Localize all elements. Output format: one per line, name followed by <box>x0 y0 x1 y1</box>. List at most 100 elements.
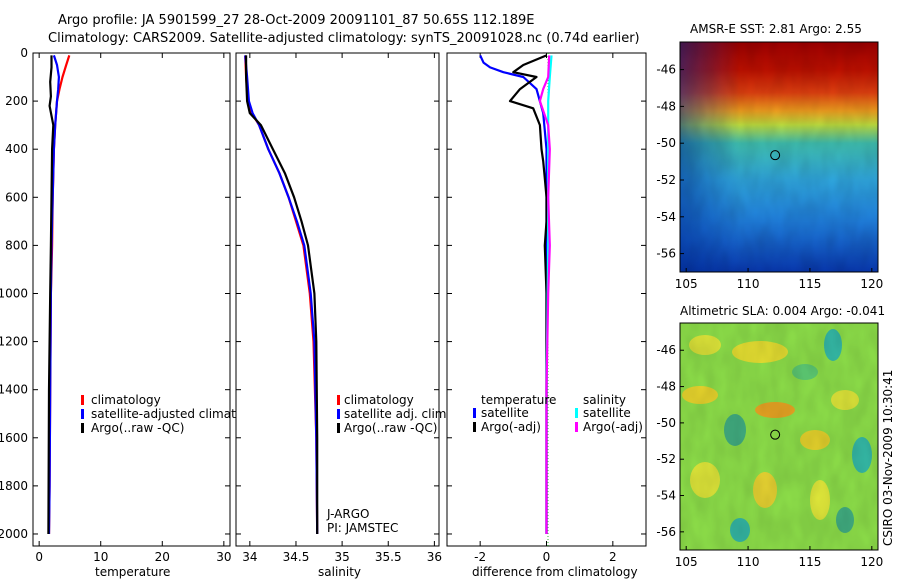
map-x-tick-label: 115 <box>798 277 821 291</box>
map-x-tick-label: 120 <box>860 555 883 569</box>
figure-title-line2: Climatology: CARS2009. Satellite-adjuste… <box>48 31 640 46</box>
difference-xlabel: difference from climatology <box>472 565 638 579</box>
map-y-tick-label: -46 <box>656 343 676 357</box>
legend-swatch-argo <box>81 423 84 433</box>
y-tick-label: 1000 <box>0 286 28 300</box>
map-x-tick-label: 120 <box>860 277 883 291</box>
map-y-tick-label: -48 <box>656 380 676 394</box>
temperature-x-axis: 0 10 20 30 <box>35 53 231 564</box>
legend-swatch-sal-argo <box>575 422 578 432</box>
map-x-tick-label: 110 <box>737 277 760 291</box>
float-program-annotation: J-ARGO <box>326 507 369 521</box>
difference-legend: temperature satellite Argo(-adj) salinit… <box>473 393 643 434</box>
map-y-tick-label: -50 <box>656 136 676 150</box>
series-line-argo <box>47 55 55 535</box>
map-y-tick-label: -46 <box>656 63 676 77</box>
y-tick-label: 1400 <box>0 383 28 397</box>
sla-map-title: Altimetric SLA: 0.004 Argo: -0.041 <box>680 304 885 318</box>
legend-label-climatology: climatology <box>344 393 414 407</box>
legend-label-argo: Argo(..raw -QC) <box>344 421 437 435</box>
y-tick-label: 600 <box>5 190 28 204</box>
sla-map-axes: 105 110 115 120 -46 -48 -50 -52 -54 -56 <box>656 343 883 569</box>
legend-swatch-temp-argo <box>473 422 476 432</box>
argo-float-location-marker <box>770 429 781 440</box>
x-tick-label: 2 <box>609 550 617 564</box>
temperature-y-axis: 0 200 400 600 800 1000 1200 1400 1600 1800 2000 <box>0 46 230 541</box>
map-x-tick-label: 105 <box>675 555 698 569</box>
legend-swatch-climatology <box>337 395 340 405</box>
legend-label-temp-satellite: satellite <box>481 406 529 420</box>
temperature-axes-frame <box>32 52 231 547</box>
sla-map-panel: Altimetric SLA: 0.004 Argo: -0.041 105 11… <box>656 304 885 569</box>
map-y-tick-label: -56 <box>656 525 676 539</box>
salinity-legend: climatology satellite adj. clim. Argo(..… <box>337 393 450 435</box>
legend-label-satellite: satellite-adjusted climatolog <box>91 407 261 421</box>
map-x-tick-label: 105 <box>675 277 698 291</box>
legend-swatch-satellite <box>337 409 340 419</box>
figure-title-line1: Argo profile: JA 5901599_27 28-Oct-2009 … <box>58 13 535 28</box>
temperature-panel: 0 200 400 600 800 1000 1200 1400 1600 1800 2000 0 1… <box>0 46 261 579</box>
map-y-tick-label: -52 <box>656 452 676 466</box>
series-line-salinity-argo-adj- <box>538 55 551 534</box>
x-tick-label: 10 <box>93 550 108 564</box>
salinity-xlabel: salinity <box>318 565 361 579</box>
map-y-tick-label: -54 <box>656 489 676 503</box>
principal-investigator-annotation: PI: JAMSTEC <box>327 521 398 535</box>
sla-map-frame <box>679 322 879 551</box>
legend-label-argo: Argo(..raw -QC) <box>91 421 184 435</box>
sst-map-axes: 105 110 115 120 -46 -48 -50 -52 -54 -56 <box>656 63 883 291</box>
legend-swatch-climatology <box>81 395 84 405</box>
x-tick-label: 34 <box>242 550 257 564</box>
x-tick-label: -2 <box>474 550 486 564</box>
series-line-satellite <box>47 55 61 535</box>
y-tick-label: 0 <box>20 46 28 60</box>
legend-swatch-satellite <box>81 409 84 419</box>
map-y-tick-label: -52 <box>656 173 676 187</box>
y-tick-label: 200 <box>5 94 28 108</box>
sst-map-frame <box>679 41 879 273</box>
side-credit-timestamp: CSIRO 03-Nov-2009 10:30:41 <box>881 370 895 546</box>
map-y-tick-label: -50 <box>656 416 676 430</box>
y-tick-label: 1200 <box>0 335 28 349</box>
temperature-legend: climatology satellite-adjusted climatolo… <box>81 393 261 435</box>
sst-map-panel: AMSR-E SST: 2.81 Argo: 2.55 105 110 115 120… <box>656 22 883 291</box>
x-tick-label: 34.5 <box>283 550 310 564</box>
salinity-series <box>244 55 319 535</box>
x-tick-label: 0 <box>543 550 551 564</box>
difference-x-axis: -2 0 2 <box>447 52 646 564</box>
legend-label-sal-satellite: satellite <box>583 406 631 420</box>
salinity-axes-frame <box>235 52 440 547</box>
legend-swatch-argo <box>337 423 340 433</box>
legend-label-temp-argo: Argo(-adj) <box>481 420 541 434</box>
argo-float-location-marker <box>770 150 781 161</box>
sst-map-title: AMSR-E SST: 2.81 Argo: 2.55 <box>690 22 862 36</box>
salinity-x-axis: 34 34.5 35 35.5 36 <box>236 52 442 564</box>
x-tick-label: 36 <box>427 550 442 564</box>
map-y-tick-label: -48 <box>656 99 676 113</box>
map-x-tick-label: 115 <box>798 555 821 569</box>
difference-panel: -2 0 2 difference from climatology tempera… <box>446 52 647 579</box>
legend-label-satellite: satellite adj. clim. <box>344 407 450 421</box>
legend-group-temperature: temperature <box>481 393 556 407</box>
x-tick-label: 35 <box>334 550 349 564</box>
legend-swatch-sal-satellite <box>575 408 578 418</box>
temperature-xlabel: temperature <box>95 565 170 579</box>
x-tick-label: 30 <box>216 550 231 564</box>
y-tick-label: 400 <box>5 142 28 156</box>
x-tick-label: 0 <box>35 550 43 564</box>
x-tick-label: 20 <box>155 550 170 564</box>
legend-swatch-temp-satellite <box>473 408 476 418</box>
y-tick-label: 1800 <box>0 479 28 493</box>
legend-label-climatology: climatology <box>91 393 161 407</box>
map-x-tick-label: 110 <box>737 555 760 569</box>
series-line-satellite <box>244 55 319 535</box>
legend-group-salinity: salinity <box>583 393 626 407</box>
x-tick-label: 35.5 <box>375 550 402 564</box>
y-tick-label: 2000 <box>0 527 28 541</box>
y-tick-label: 1600 <box>0 431 28 445</box>
temperature-series <box>47 55 71 535</box>
map-y-tick-label: -56 <box>656 247 676 261</box>
difference-series <box>479 54 553 534</box>
y-tick-label: 800 <box>5 238 28 252</box>
